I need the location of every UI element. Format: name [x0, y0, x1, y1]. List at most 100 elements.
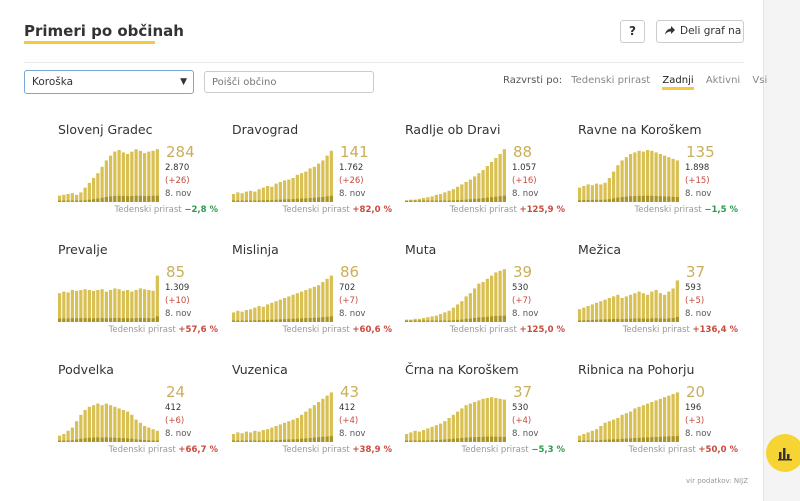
weekly-growth: Tedenski prirast +125,9 %: [450, 205, 565, 215]
series-bar: [464, 296, 468, 322]
weekly-growth-label: Tedenski prirast: [108, 325, 176, 335]
series-bar-daily: [658, 436, 662, 442]
series-bar: [253, 430, 257, 442]
municipality-card[interactable]: Črna na Koroškem 37 530 (+4) 8. nov Tedenski …: [405, 362, 565, 462]
series-bar: [75, 194, 79, 202]
series-bar-daily: [291, 318, 295, 322]
series-bar: [451, 189, 455, 202]
chart-fab-button[interactable]: [766, 434, 800, 472]
municipality-card[interactable]: Muta 39 530 (+7) 8. nov Tedenski prirast +125…: [405, 242, 565, 342]
municipality-card[interactable]: Radlje ob Dravi 88 1.057 (+16) 8. nov Tedensk…: [405, 122, 565, 222]
series-bar-daily: [278, 199, 282, 202]
municipality-bar-chart: [405, 149, 506, 202]
series-bar: [590, 430, 594, 442]
daily-delta: (+10): [165, 296, 190, 306]
series-bar-daily: [100, 437, 104, 442]
series-bar: [304, 411, 308, 442]
series-bar-daily: [62, 318, 66, 322]
series-bar-daily: [300, 318, 304, 322]
series-bar: [283, 422, 287, 442]
municipality-card[interactable]: Slovenj Gradec 284 2.870 (+26) 8. nov Tedensk…: [58, 122, 218, 222]
series-bar: [629, 154, 633, 202]
sort-option-all[interactable]: Vsi: [752, 75, 768, 86]
series-bar-daily: [155, 440, 159, 442]
series-bar: [295, 418, 299, 442]
series-bar-daily: [244, 440, 248, 442]
series-bar-daily: [675, 436, 679, 442]
region-select[interactable]: Koroška ▼: [24, 70, 194, 94]
series-bar: [126, 154, 130, 202]
municipality-card[interactable]: Ravne na Koroškem 135 1.898 (+15) 8. nov Tede…: [578, 122, 738, 222]
series-bar: [650, 402, 654, 442]
series-bar-daily: [261, 320, 265, 322]
series-bar-daily: [117, 318, 121, 322]
series-bar: [658, 398, 662, 442]
series-bar: [96, 290, 100, 322]
daily-delta: (+15): [685, 176, 710, 186]
series-bar-daily: [291, 199, 295, 202]
series-bar-daily: [456, 319, 460, 322]
series-bar: [629, 411, 633, 442]
weekly-growth-value: +125,9 %: [519, 205, 565, 215]
series-bar: [270, 302, 274, 322]
municipality-card[interactable]: Dravograd 141 1.762 (+26) 8. nov Tedenski pri…: [232, 122, 392, 222]
series-bar-daily: [143, 196, 147, 202]
series-bar: [430, 426, 434, 442]
last-date: 8. nov: [685, 189, 712, 199]
total-cases: 2.870: [165, 163, 190, 173]
series-bar: [92, 178, 96, 202]
municipality-card[interactable]: Vuzenica 43 412 (+4) 8. nov Tedenski prirast …: [232, 362, 392, 462]
municipality-card[interactable]: Podvelka 24 412 (+6) 8. nov Tedenski prirast …: [58, 362, 218, 462]
series-bar-daily: [75, 318, 79, 322]
series-bar: [481, 282, 485, 322]
municipality-card[interactable]: Ribnica na Pohorju 20 196 (+3) 8. nov Tedensk…: [578, 362, 738, 462]
total-cases: 1.309: [165, 283, 190, 293]
series-bar: [494, 398, 498, 442]
daily-delta: (+26): [165, 176, 190, 186]
series-bar-daily: [75, 439, 79, 442]
municipality-card[interactable]: Prevalje 85 1.309 (+10) 8. nov Tedenski prira…: [58, 242, 218, 342]
series-bar-daily: [451, 438, 455, 442]
series-bar: [641, 151, 645, 202]
share-label: Deli graf na: [680, 25, 742, 37]
series-bar: [300, 291, 304, 322]
series-bar-daily: [304, 318, 308, 322]
series-bar: [317, 285, 321, 322]
series-bar-daily: [312, 197, 316, 202]
municipality-search-input[interactable]: [204, 71, 374, 93]
active-cases: 88: [513, 143, 533, 161]
series-bar: [300, 414, 304, 442]
municipality-card[interactable]: Mislinja 86 702 (+7) 8. nov Tedenski prirast …: [232, 242, 392, 342]
series-bar-daily: [257, 200, 261, 202]
help-button[interactable]: ?: [620, 20, 645, 43]
series-bar: [494, 158, 498, 202]
share-button[interactable]: Deli graf na: [656, 20, 744, 43]
series-bar: [620, 298, 624, 322]
series-bar: [663, 294, 667, 322]
series-bar: [274, 426, 278, 442]
municipality-bar-chart: [58, 403, 159, 442]
series-bar-daily: [121, 438, 125, 442]
sort-option-latest[interactable]: Zadnji: [662, 75, 694, 90]
municipality-name: Prevalje: [58, 242, 108, 257]
series-bar: [270, 427, 274, 442]
series-bar: [121, 290, 125, 322]
active-cases: 85: [166, 263, 186, 281]
sort-option-active[interactable]: Aktivni: [705, 75, 741, 86]
weekly-growth-label: Tedenski prirast: [634, 205, 702, 215]
series-bar-daily: [291, 439, 295, 442]
municipality-bar-chart: [58, 275, 159, 322]
series-bar: [612, 419, 616, 442]
weekly-growth-value: +57,6 %: [178, 325, 218, 335]
series-bar: [477, 400, 481, 442]
series-bar: [83, 410, 87, 442]
municipality-card[interactable]: Mežica 37 593 (+5) 8. nov Tedenski prirast +1…: [578, 242, 738, 342]
sort-option-weekly[interactable]: Tedenski prirast: [571, 75, 651, 86]
series-bar-daily: [443, 320, 447, 322]
series-bar: [130, 414, 134, 442]
series-bar-daily: [616, 439, 620, 442]
municipality-name: Radlje ob Dravi: [405, 122, 501, 137]
municipality-name: Dravograd: [232, 122, 299, 137]
series-bar-daily: [92, 318, 96, 322]
weekly-growth-value: −2,8 %: [184, 205, 218, 215]
